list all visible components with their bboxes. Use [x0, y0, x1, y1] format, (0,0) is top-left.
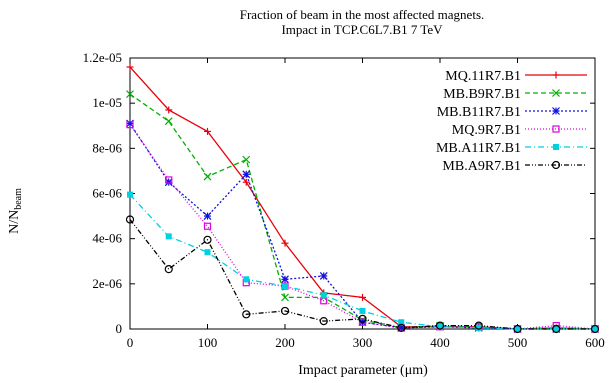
data-point [514, 326, 521, 332]
data-point [281, 293, 289, 302]
axis-ticks: 0 100 200 300 400 500 600 0 2e-06 4e-06 6e-06 8e-06… [83, 50, 605, 350]
data-point [204, 249, 211, 256]
legend-label: MB.B11R7.B1 [437, 105, 521, 120]
data-point [280, 306, 290, 316]
data-point [203, 235, 212, 244]
y-tick-label: 1.2e-05 [83, 50, 122, 65]
plot-frame [129, 57, 596, 330]
legend-label: MQ.9R7.B1 [452, 123, 521, 138]
data-point [552, 324, 561, 334]
data-point [164, 265, 173, 274]
data-point [242, 178, 250, 186]
data-point [398, 319, 405, 326]
data-point [513, 324, 522, 334]
data-point [592, 326, 598, 332]
x-tick-label: 600 [585, 335, 605, 350]
data-point [590, 324, 600, 334]
data-point [242, 310, 251, 319]
y-tick-label: 1e-05 [92, 95, 122, 110]
data-point [358, 318, 367, 326]
data-point [165, 176, 173, 184]
x-tick-label: 100 [198, 335, 218, 350]
legend-marker [552, 71, 560, 79]
y-axis-label-main: N/N [7, 210, 22, 234]
data-point [358, 314, 367, 323]
data-point [127, 191, 133, 198]
data-point [203, 222, 212, 230]
data-point [204, 127, 211, 135]
legend-marker [552, 125, 560, 133]
data-point [359, 293, 366, 301]
chart-title: Fraction of beam in the most affected ma… [240, 7, 485, 22]
x-axis-label: Impact parameter (μm) [298, 363, 428, 378]
data-point [320, 292, 327, 299]
y-axis-label-sub: beam [13, 188, 24, 210]
data-point [126, 90, 134, 99]
legend-marker [551, 160, 561, 170]
legend-label: MQ.11R7.B1 [445, 69, 521, 84]
series-markers [125, 63, 600, 334]
data-point [319, 316, 328, 326]
x-tick-label: 300 [353, 335, 373, 350]
data-point [319, 272, 328, 280]
x-tick-label: 500 [508, 335, 528, 350]
data-point [165, 106, 173, 114]
x-tick-label: 200 [275, 335, 295, 350]
data-point [435, 321, 445, 330]
data-point [125, 215, 135, 224]
y-tick-label: 0 [116, 321, 123, 336]
y-tick-label: 6e-06 [92, 186, 122, 201]
data-point [359, 307, 366, 314]
series-line-0 [129, 66, 596, 330]
data-point [397, 323, 406, 332]
data-point [553, 326, 560, 332]
data-point [243, 276, 250, 283]
series-lines [129, 66, 596, 330]
y-axis-label: N/Nbeam [7, 188, 24, 234]
data-point [126, 121, 134, 129]
data-point [281, 275, 289, 284]
data-point [282, 283, 288, 290]
x-tick-label: 0 [127, 335, 134, 350]
data-point [475, 324, 482, 331]
y-tick-label: 2e-06 [92, 276, 122, 291]
data-point [474, 321, 483, 330]
data-point [203, 172, 212, 181]
data-point [281, 239, 289, 247]
legend-marker [553, 144, 559, 150]
data-point [437, 323, 443, 330]
legend-label: MB.B9R7.B1 [443, 87, 521, 102]
data-point [242, 170, 251, 179]
data-point [165, 233, 172, 240]
x-tick-label: 400 [430, 335, 450, 350]
legend: MQ.11R7.B1 MB.B9R7.B1 MB.B11R7.B1 MQ.9R7.B1… [436, 69, 587, 174]
y-tick-label: 8e-06 [92, 140, 122, 155]
data-point [242, 155, 251, 164]
legend-marker [552, 89, 560, 97]
legend-label: MB.A11R7.B1 [436, 141, 521, 156]
chart-subtitle: Impact in TCP.C6L7.B1 7 TeV [281, 22, 443, 37]
y-tick-label: 4e-06 [92, 231, 122, 246]
legend-marker [552, 107, 560, 115]
legend-label: MB.A9R7.B1 [442, 159, 521, 174]
data-point [126, 63, 134, 71]
data-point [164, 117, 173, 126]
data-point [164, 178, 173, 187]
data-point [203, 212, 212, 221]
